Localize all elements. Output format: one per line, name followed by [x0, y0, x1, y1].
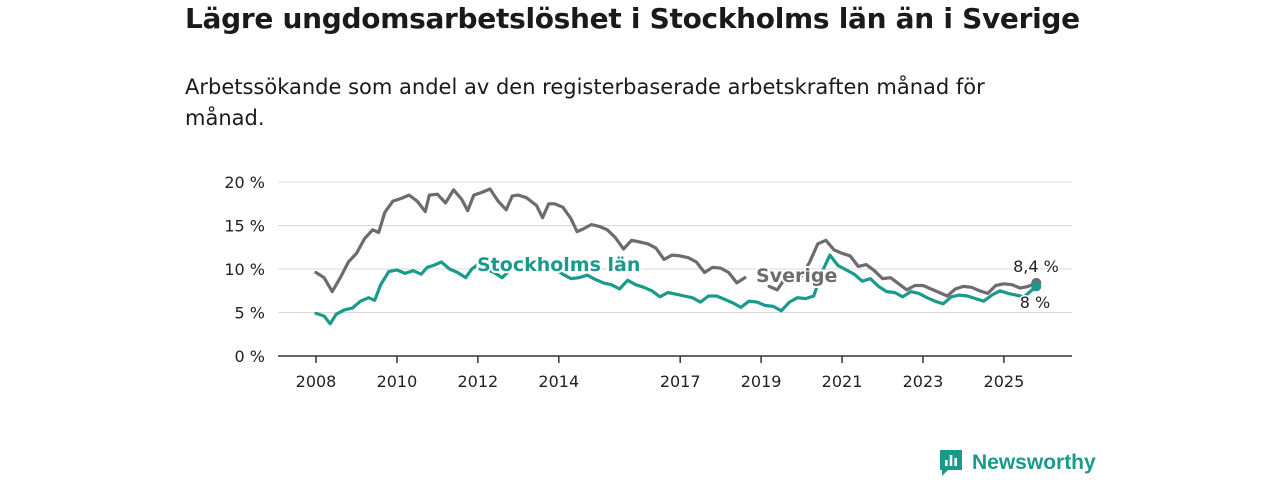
series-end-label: 8 % [1020, 293, 1050, 312]
gridlines [278, 181, 1072, 313]
x-axis-ticks: 2008 2010 2012 2014 2017 2019 2021 2023 2025 [296, 356, 1025, 391]
x-tick-label: 2023 [903, 372, 944, 391]
series-line [314, 260, 512, 326]
series-line [767, 238, 1038, 298]
x-tick-label: 2017 [660, 372, 701, 391]
series-lines [314, 187, 1038, 326]
y-axis-tick-labels: 0 % 5 % 10 % 15 % 20 % [224, 173, 265, 366]
series-name-label: Stockholms län [477, 254, 640, 276]
brand-name: Newsworthy [972, 451, 1096, 474]
chart-subtitle: Arbetssökande som andel av den registerb… [185, 75, 985, 130]
y-tick-label: 15 % [224, 217, 265, 236]
series-line [314, 187, 747, 294]
x-tick-label: 2021 [822, 372, 863, 391]
x-tick-label: 2014 [538, 372, 579, 391]
series-end-label: 8,4 % [1013, 257, 1059, 276]
x-tick-label: 2012 [458, 372, 499, 391]
x-tick-label: 2019 [741, 372, 782, 391]
series-line [553, 253, 1038, 313]
x-tick-label: 2010 [377, 372, 418, 391]
x-tick-label: 2008 [296, 372, 337, 391]
end-point-marker [1031, 281, 1042, 292]
y-tick-label: 5 % [235, 304, 265, 323]
y-tick-label: 10 % [224, 260, 265, 279]
x-tick-label: 2025 [984, 372, 1025, 391]
chart-title: Lägre ungdomsarbetslöshet i Stockholms l… [185, 2, 1080, 35]
newsworthy-logo-icon [940, 450, 962, 476]
series-name-label: Sverige [756, 265, 837, 287]
series-labels: Sverige 8,4 % Stockholms län 8 % [475, 252, 1060, 314]
brand-logo: Newsworthy [938, 448, 1096, 478]
y-tick-label: 20 % [224, 173, 265, 192]
line-chart: 0 %5 %10 %15 %20 % 2008 2010 2012 2014 2017 2… [224, 173, 1072, 391]
y-tick-label: 0 % [235, 347, 265, 366]
